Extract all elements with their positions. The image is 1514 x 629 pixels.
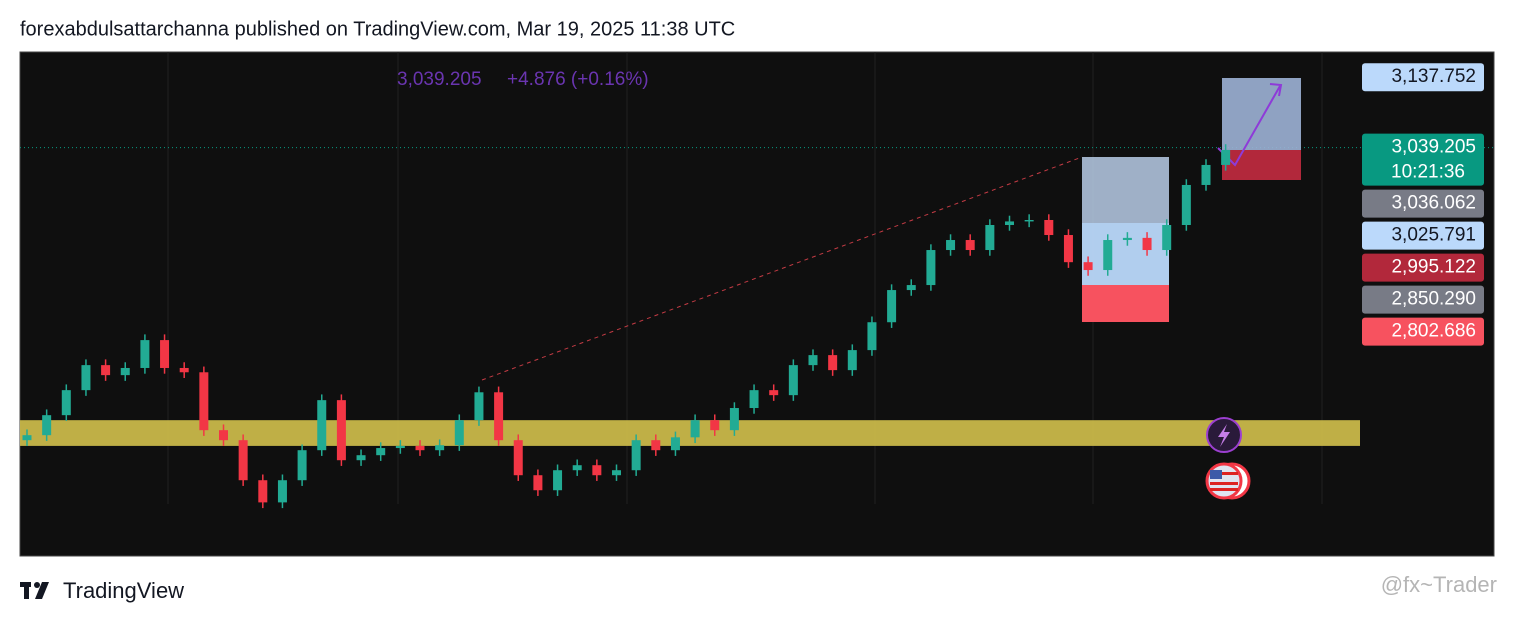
candle-body [946, 240, 956, 251]
candle-body [81, 365, 91, 391]
price-label: 2,802.686 [1391, 321, 1476, 342]
candle-body [710, 420, 720, 431]
price-label: 3,025.791 [1391, 225, 1476, 246]
us-flag-icon[interactable] [1205, 462, 1243, 500]
candle-body [376, 448, 386, 456]
arrow-head [1269, 83, 1283, 97]
candle-body [258, 480, 268, 503]
trend-line [481, 156, 1083, 381]
candle-body [238, 440, 248, 481]
candle-body [1024, 220, 1034, 222]
lightning-icon [1218, 424, 1230, 447]
candle-body [219, 430, 228, 441]
price-label-bg [1362, 253, 1484, 282]
candle-body [42, 415, 52, 436]
candle-body [847, 350, 857, 371]
legend-change: +4.876 (+0.16%) [507, 69, 649, 90]
candle-body [435, 445, 445, 451]
legend-price: 3,039.205 [397, 69, 482, 90]
brand: TradingView [63, 578, 184, 603]
price-label-bg [1362, 285, 1484, 314]
candle-body [1103, 240, 1113, 271]
candle-body [395, 445, 405, 449]
candle-body [965, 240, 975, 251]
candle-body [22, 435, 32, 441]
candle-body [317, 400, 327, 451]
candle-body [513, 440, 523, 476]
candle-body [179, 367, 189, 373]
price-label: 3,039.205 [1391, 137, 1476, 158]
publish-header: forexabdulsattarchanna published on Trad… [20, 18, 735, 40]
candle-body [1005, 221, 1014, 226]
candle-body [454, 420, 464, 446]
candle-body [612, 470, 621, 476]
candle-body [985, 225, 995, 251]
candle-body [1142, 237, 1152, 251]
candle-body [101, 365, 111, 376]
candle-body [1201, 164, 1211, 185]
candle-body [690, 420, 700, 438]
candle-body [749, 390, 759, 409]
candle-body [1181, 184, 1191, 226]
candle-body [926, 250, 936, 286]
price-label-bg [1362, 133, 1484, 186]
candle-body [277, 480, 287, 503]
candle-body [160, 340, 170, 368]
candle-body [1083, 262, 1093, 271]
candle-body [553, 470, 563, 491]
price-label-bg [1362, 63, 1484, 92]
flag-canton [1210, 470, 1222, 479]
watermark: @fx~Trader [1381, 572, 1497, 597]
flag-stripes [1210, 472, 1238, 491]
candle-body [494, 392, 504, 441]
candle-body [592, 465, 602, 476]
candle-body [887, 290, 897, 323]
candle-body [828, 355, 838, 371]
entry-zone [1082, 223, 1169, 285]
candle-body [808, 355, 818, 366]
candle-body [415, 445, 425, 451]
price-label-bg [1362, 317, 1484, 346]
price-label: 2,995.122 [1391, 257, 1476, 278]
candle-body [1122, 237, 1132, 241]
candle-body [1044, 220, 1054, 236]
candle-body [1162, 225, 1172, 251]
candle-body [336, 400, 346, 461]
candle-body [297, 450, 307, 481]
candle-body [61, 390, 71, 416]
price-label-bg [1362, 189, 1484, 218]
candle-body [670, 437, 680, 451]
price-label: 3,137.752 [1391, 66, 1476, 87]
price-label: 3,036.062 [1391, 193, 1476, 214]
candle-body [1221, 149, 1231, 165]
target-zone [1082, 157, 1169, 223]
candle-body [140, 340, 150, 368]
candle-body [474, 392, 484, 421]
candle-body [356, 455, 366, 461]
stop-zone [1082, 285, 1169, 322]
target-zone-2 [1222, 78, 1301, 150]
candle-body [651, 440, 661, 451]
countdown: 10:21:36 [1391, 162, 1465, 183]
candle-body [533, 475, 543, 491]
candle-body [1063, 235, 1073, 263]
candle-body [788, 365, 798, 396]
candle-body [572, 465, 582, 471]
candle-body [769, 390, 779, 396]
candle-body [631, 440, 641, 471]
candle-body [199, 372, 209, 431]
tv-logo [20, 582, 49, 599]
candle-body [906, 285, 916, 291]
candle-body [120, 367, 130, 376]
candle-body [867, 322, 877, 351]
price-label-bg [1362, 221, 1484, 250]
price-label: 2,850.290 [1391, 289, 1476, 310]
candle-body [729, 408, 739, 431]
